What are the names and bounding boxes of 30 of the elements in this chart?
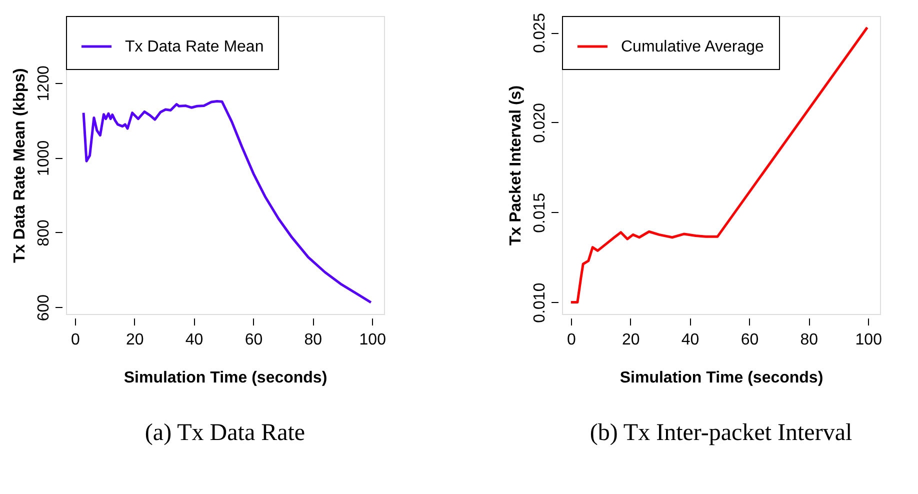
y-tick-label: 0.015 <box>532 192 548 233</box>
x-tick-label: 40 <box>681 332 700 348</box>
y-axis-title: Tx Packet Interval (s) <box>508 85 524 246</box>
x-tick-label: 100 <box>359 332 386 348</box>
x-tick-label: 60 <box>740 332 759 348</box>
x-tick-label: 40 <box>185 332 204 348</box>
y-tick-label: 600 <box>36 294 52 322</box>
text: (b) Tx Inter-packet Interval <box>590 420 852 446</box>
y-tick-label: 1000 <box>36 140 52 176</box>
x-tick-label: 0 <box>70 332 80 348</box>
x-tick-label: 20 <box>126 332 144 348</box>
x-tick-label: 80 <box>304 332 322 348</box>
y-tick-label: 0.025 <box>532 12 548 54</box>
x-tick-label: 60 <box>244 332 263 348</box>
x-axis-title: Simulation Time (seconds) <box>620 370 824 386</box>
x-axis-title: Simulation Time (seconds) <box>124 370 328 386</box>
y-tick-label: 800 <box>36 220 52 246</box>
line-series <box>82 100 372 304</box>
y-axis-title: Tx Data Rate Mean (kbps) <box>12 68 28 263</box>
y-tick-label: 0.020 <box>532 102 548 143</box>
x-tick-label: 100 <box>855 332 882 348</box>
legend-label: Cumulative Average <box>621 38 764 56</box>
x-tick-label: 20 <box>622 332 640 348</box>
y-tick-label: 1200 <box>36 66 52 102</box>
line-series <box>570 26 868 304</box>
x-tick-label: 80 <box>800 332 818 348</box>
y-tick-label: 0.010 <box>532 282 548 323</box>
x-tick-label: 0 <box>566 332 576 348</box>
legend-label: Tx Data Rate Mean <box>125 38 264 56</box>
text: (a) Tx Data Rate <box>144 420 306 446</box>
